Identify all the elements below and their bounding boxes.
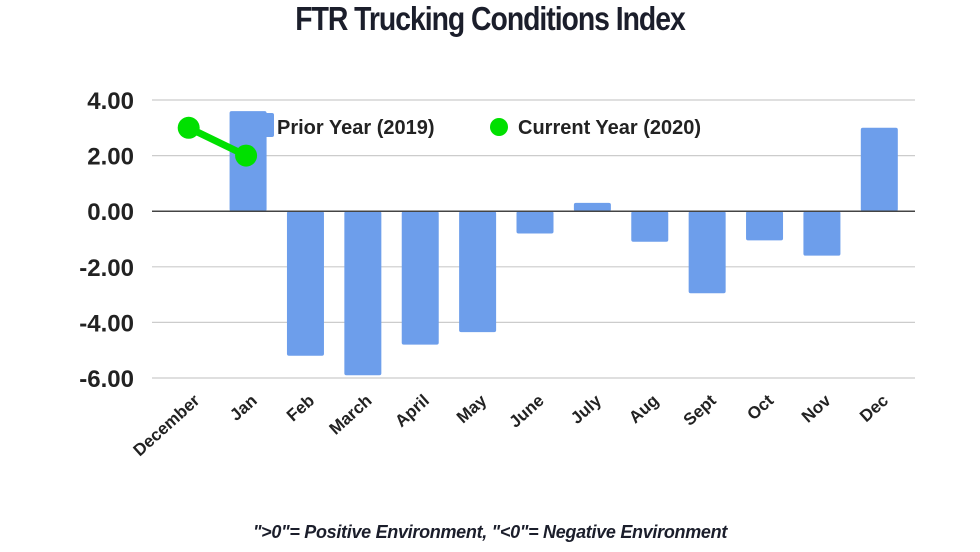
legend-swatch-bar <box>262 113 274 137</box>
bar-june <box>516 211 554 234</box>
y-axis: 4.00 2.00 0.00 -2.00 -4.00 -6.00 <box>79 88 134 393</box>
bar-march <box>344 211 382 376</box>
x-tick-label: May <box>453 390 491 427</box>
y-tick-label: -4.00 <box>79 310 134 337</box>
current-year-point <box>235 144 258 167</box>
x-tick-label: March <box>326 391 376 439</box>
bar-feb <box>286 211 324 356</box>
x-tick-label: December <box>130 391 204 460</box>
y-tick-label: 0.00 <box>87 199 134 226</box>
y-tick-label: 2.00 <box>87 144 134 171</box>
bar-sept <box>688 211 726 294</box>
x-tick-label: Feb <box>283 391 318 425</box>
bar-july <box>573 202 611 212</box>
x-tick-label: Jan <box>226 391 260 425</box>
bar-aug <box>631 211 669 242</box>
bar-dec <box>860 127 898 212</box>
legend-swatch-dot <box>490 118 508 136</box>
legend-item-prior-year: Prior Year (2019) <box>262 113 435 139</box>
bar-may <box>459 211 497 333</box>
gridlines <box>152 99 915 379</box>
y-tick-label: 4.00 <box>87 88 134 115</box>
x-tick-label: Nov <box>798 390 835 426</box>
x-tick-label: Aug <box>625 391 662 427</box>
bar-series <box>229 111 898 376</box>
bar-nov <box>803 211 841 256</box>
chart-footnote: ">0"= Positive Environment, "<0"= Negati… <box>252 522 728 542</box>
x-axis: December Jan Feb March April May June July Aug Se… <box>130 390 892 459</box>
x-tick-label: Dec <box>856 391 892 426</box>
bar-april <box>401 211 439 345</box>
legend: Prior Year (2019) Current Year (2020) <box>262 113 701 139</box>
current-year-point <box>177 116 200 139</box>
y-tick-label: -6.00 <box>79 366 134 393</box>
x-tick-label: June <box>505 391 547 432</box>
bar-oct <box>746 211 784 241</box>
chart-title: FTR Trucking Conditions Index <box>295 0 686 37</box>
x-tick-label: Sept <box>680 391 720 430</box>
x-tick-label: Oct <box>743 391 777 424</box>
legend-item-current-year: Current Year (2020) <box>490 117 701 139</box>
x-tick-label: July <box>567 390 605 427</box>
legend-label: Current Year (2020) <box>518 117 701 139</box>
line-series <box>177 116 258 167</box>
legend-label: Prior Year (2019) <box>277 117 435 139</box>
x-tick-label: April <box>391 391 432 431</box>
y-tick-label: -2.00 <box>79 255 134 282</box>
